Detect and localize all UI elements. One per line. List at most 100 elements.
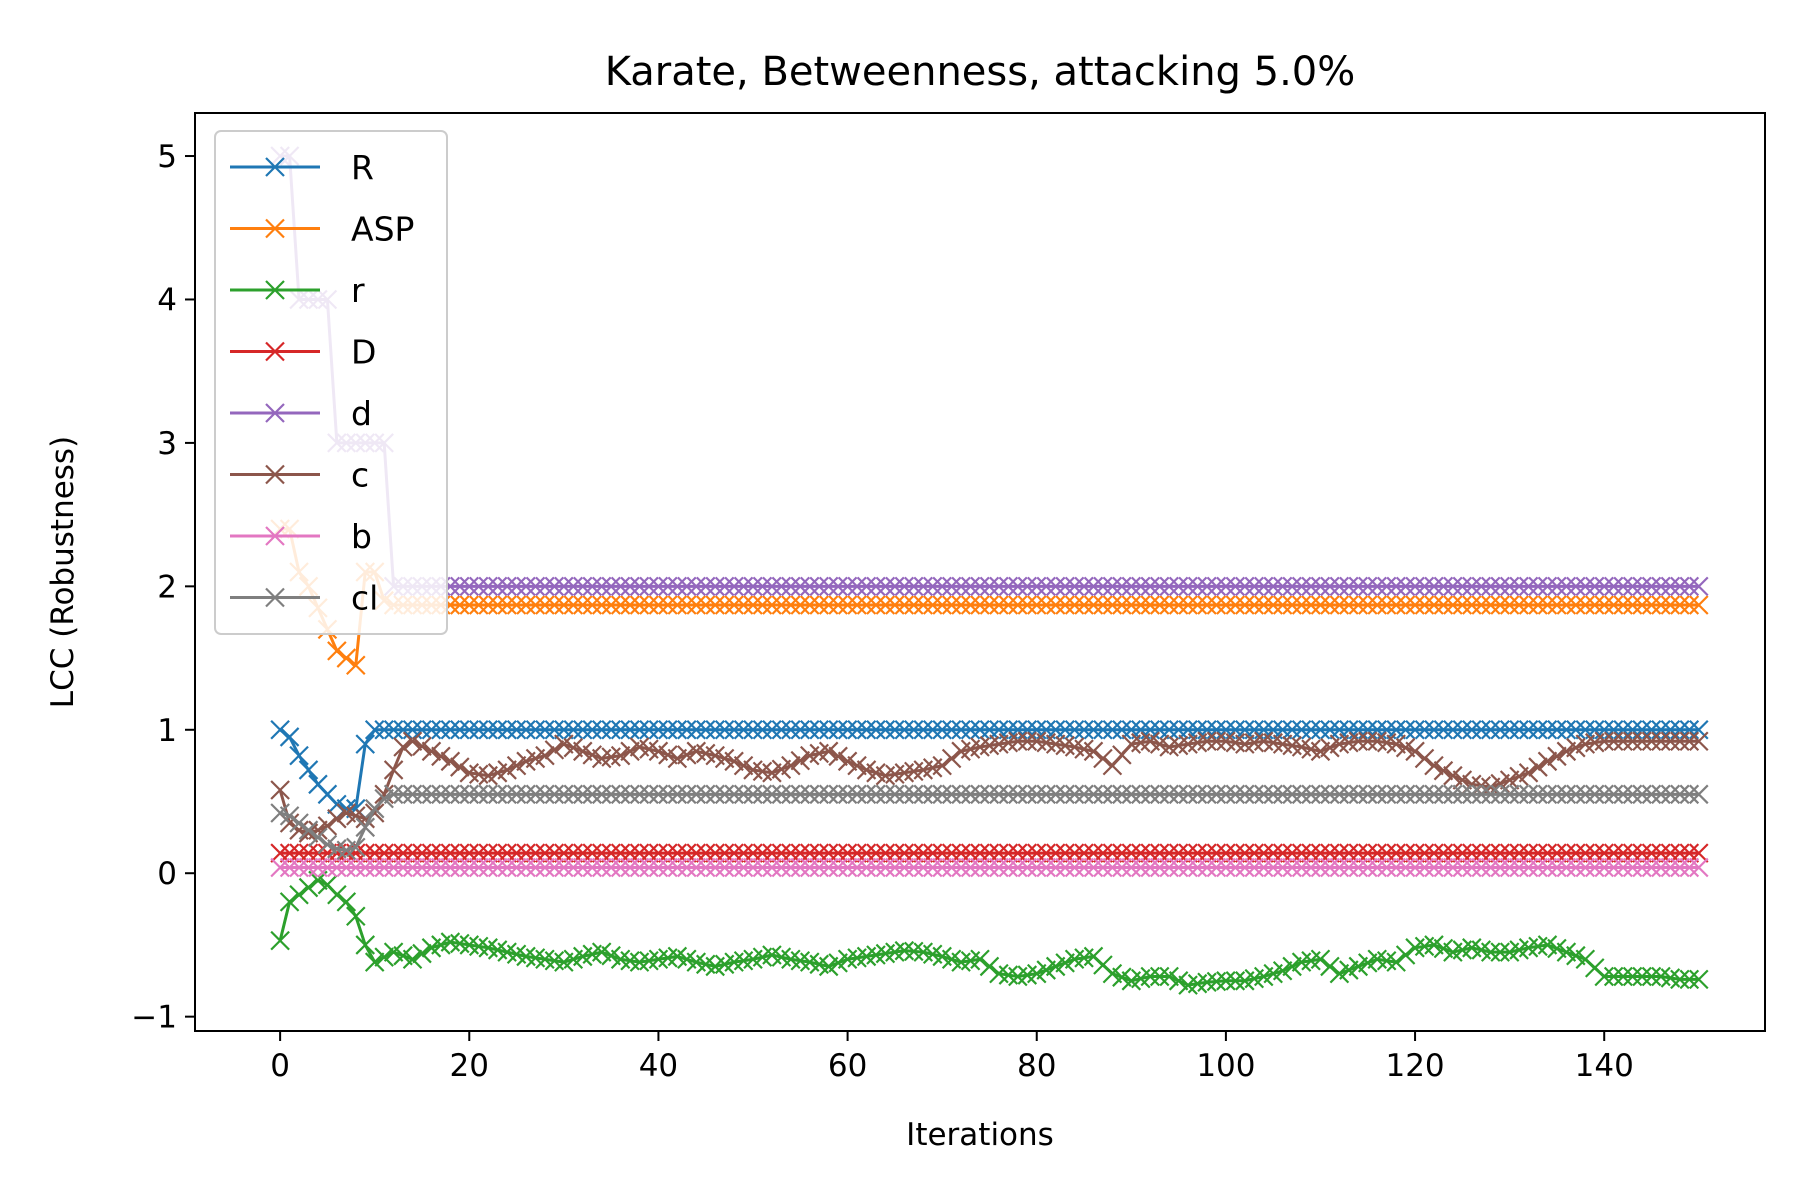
data-point <box>1414 720 1435 740</box>
data-point <box>1509 576 1529 597</box>
data-point <box>970 784 990 805</box>
data-point <box>1424 857 1444 878</box>
data-point <box>1528 757 1548 777</box>
data-point <box>487 595 508 615</box>
data-point <box>402 784 423 805</box>
data-point <box>1499 843 1520 863</box>
data-point <box>487 784 508 805</box>
data-point <box>733 720 754 740</box>
data-point <box>289 857 309 878</box>
data-point <box>1093 576 1113 597</box>
data-point <box>809 595 829 615</box>
legend-marker <box>265 587 285 608</box>
data-point <box>724 751 744 772</box>
data-point <box>1074 576 1094 597</box>
data-point <box>1367 843 1388 863</box>
data-point <box>875 857 896 878</box>
data-point <box>525 857 546 878</box>
data-point <box>686 720 707 740</box>
data-point <box>1026 843 1047 863</box>
data-point <box>1424 784 1444 805</box>
data-point <box>336 857 357 878</box>
data-point <box>506 720 527 740</box>
data-point <box>1632 966 1652 987</box>
x-tick-label: 120 <box>1385 1048 1444 1084</box>
data-point <box>1480 720 1501 740</box>
data-point <box>336 892 357 912</box>
data-point <box>610 720 631 740</box>
data-point <box>1159 576 1179 597</box>
data-point <box>298 820 319 840</box>
data-point <box>1216 576 1236 597</box>
x-tick-label: 100 <box>1196 1048 1255 1084</box>
data-point <box>960 843 981 863</box>
data-point <box>667 576 688 597</box>
data-point <box>781 857 801 878</box>
data-point <box>1112 576 1132 597</box>
data-point <box>1641 576 1662 597</box>
data-point <box>535 843 555 863</box>
data-point <box>1679 576 1700 597</box>
data-point <box>837 720 858 740</box>
data-point <box>298 843 319 863</box>
data-point <box>1622 731 1643 752</box>
data-point <box>1594 784 1614 805</box>
data-point <box>544 843 565 863</box>
data-point <box>762 857 782 878</box>
data-point <box>1641 731 1662 752</box>
data-point <box>828 843 848 863</box>
data-point <box>1584 857 1605 878</box>
series-asp <box>270 519 1709 676</box>
data-point <box>1651 784 1671 805</box>
x-tick-label: 0 <box>270 1048 290 1084</box>
data-point <box>1291 595 1312 615</box>
data-point <box>1452 595 1473 615</box>
data-point <box>932 755 952 776</box>
data-point <box>1301 857 1321 878</box>
data-point <box>478 720 498 740</box>
data-point <box>1301 720 1321 740</box>
data-point <box>1149 595 1170 615</box>
data-point <box>714 720 735 740</box>
data-point <box>799 784 820 805</box>
data-point <box>1093 784 1113 805</box>
data-point <box>639 843 659 863</box>
data-point <box>1443 843 1463 863</box>
data-point <box>468 857 489 878</box>
data-point <box>1660 595 1681 615</box>
data-point <box>752 595 773 615</box>
data-point <box>1499 784 1520 805</box>
data-point <box>1490 595 1510 615</box>
data-point <box>1083 720 1104 740</box>
data-point <box>582 857 603 878</box>
data-point <box>497 857 517 878</box>
data-point <box>1093 748 1113 769</box>
data-point <box>1131 784 1151 805</box>
data-point <box>1329 857 1350 878</box>
data-point <box>1036 857 1056 878</box>
data-point <box>1083 576 1104 597</box>
legend-entry-r: r <box>230 271 365 310</box>
data-point <box>1263 576 1283 597</box>
data-point <box>705 720 725 740</box>
data-point <box>468 843 489 863</box>
data-point <box>289 745 309 766</box>
data-point <box>554 843 574 863</box>
data-point <box>1547 595 1567 615</box>
data-point <box>1689 843 1709 863</box>
data-point <box>478 857 498 878</box>
series-d <box>270 146 1709 597</box>
data-point <box>1414 843 1435 863</box>
data-point <box>1651 857 1671 878</box>
data-point <box>1433 843 1454 863</box>
data-point <box>799 576 820 597</box>
data-point <box>1197 576 1217 597</box>
data-point <box>1660 576 1681 597</box>
data-point <box>1566 576 1586 597</box>
data-point <box>771 784 792 805</box>
data-point <box>450 857 470 878</box>
data-point <box>743 857 763 878</box>
data-point <box>1168 720 1189 740</box>
data-point <box>941 784 962 805</box>
data-point <box>960 720 981 740</box>
